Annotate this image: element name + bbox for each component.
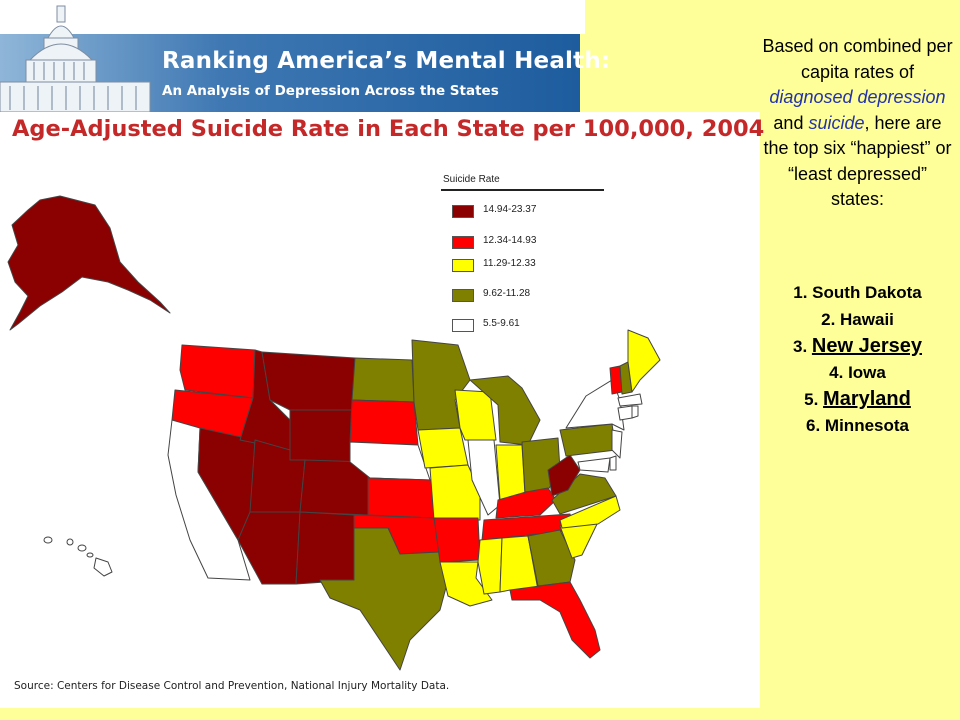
state-new-jersey — [611, 429, 623, 459]
state-michigan — [469, 375, 541, 446]
rank-number: 4. — [829, 362, 844, 382]
legend-swatch — [452, 236, 474, 249]
map-source: Source: Centers for Disease Control and … — [14, 680, 450, 692]
state-north-carolina — [559, 495, 621, 529]
legend-swatch — [452, 319, 474, 332]
rank-state: Hawaii — [840, 309, 894, 329]
rank-item: 3. New Jersey — [760, 333, 955, 360]
header-title: Ranking America’s Mental Health: — [162, 48, 611, 74]
intro-and: and — [773, 112, 804, 133]
legend-label: 5.5-9.61 — [483, 318, 520, 329]
state-pennsylvania — [559, 423, 617, 457]
term-suicide: suicide — [808, 112, 865, 133]
state-florida — [509, 581, 601, 659]
legend-swatch — [452, 205, 474, 218]
state-arkansas — [433, 517, 481, 563]
state-minnesota — [411, 339, 471, 431]
rank-item: 4. Iowa — [760, 360, 955, 387]
state-hawaii — [43, 536, 113, 577]
intro-text: Based on combined per capita rates of — [762, 36, 953, 82]
state-maine — [627, 329, 661, 393]
state-alaska — [7, 195, 171, 331]
rank-item: 2. Hawaii — [760, 307, 955, 334]
term-diagnosed-depression: diagnosed depression — [769, 87, 946, 107]
state-rhode-island — [631, 405, 639, 419]
state-connecticut — [617, 405, 633, 421]
rank-number: 5. — [804, 390, 819, 409]
state-maryland — [577, 457, 611, 473]
state-wyoming — [289, 409, 353, 463]
state-illinois — [467, 439, 501, 516]
state-south-dakota — [349, 399, 419, 446]
rank-number: 3. — [793, 337, 808, 356]
legend-label: 11.29-12.33 — [483, 258, 536, 269]
banner-top-strip — [0, 0, 585, 34]
rank-state: South Dakota — [812, 283, 922, 302]
rank-number: 1. — [793, 283, 808, 302]
legend-swatch — [452, 289, 474, 302]
legend-title: Suicide Rate — [443, 174, 500, 185]
state-indiana — [495, 444, 526, 501]
state-delaware — [609, 455, 617, 471]
rank-state: Minnesota — [824, 415, 909, 435]
map-title: Age-Adjusted Suicide Rate in Each State … — [12, 116, 765, 142]
rank-state-link[interactable]: Maryland — [823, 388, 911, 410]
state-mississippi — [477, 537, 503, 595]
ranking-list: 1. South Dakota 2. Hawaii 3. New Jersey … — [760, 280, 955, 439]
rank-number: 2. — [821, 309, 836, 329]
state-new-mexico — [295, 511, 355, 585]
legend-label: 14.94-23.37 — [483, 204, 537, 215]
state-kansas — [367, 477, 435, 519]
rank-number: 6. — [806, 415, 821, 435]
rank-state: Iowa — [848, 362, 886, 382]
legend-label: 12.34-14.93 — [483, 235, 537, 246]
state-georgia — [527, 529, 576, 587]
header-subtitle: An Analysis of Depression Across the Sta… — [162, 83, 499, 99]
legend-divider — [441, 189, 604, 191]
state-washington — [179, 344, 256, 399]
rank-item: 1. South Dakota — [760, 280, 955, 307]
legend-swatch — [452, 259, 474, 272]
state-missouri — [429, 464, 481, 521]
sidebar-intro: Based on combined per capita rates of di… — [760, 34, 955, 213]
state-texas — [319, 527, 449, 671]
rank-item: 5. Maryland — [760, 386, 955, 413]
state-arizona — [237, 511, 301, 585]
state-west-virginia — [547, 454, 581, 497]
state-montana — [261, 351, 356, 411]
state-north-dakota — [351, 357, 415, 403]
rank-item: 6. Minnesota — [760, 413, 955, 440]
state-massachusetts — [617, 393, 643, 407]
state-iowa — [417, 427, 469, 469]
intro-text-end: , here are the top six “happiest” or “le… — [763, 112, 952, 210]
rank-state-link[interactable]: New Jersey — [811, 335, 922, 357]
legend-label: 9.62-11.28 — [483, 288, 531, 299]
